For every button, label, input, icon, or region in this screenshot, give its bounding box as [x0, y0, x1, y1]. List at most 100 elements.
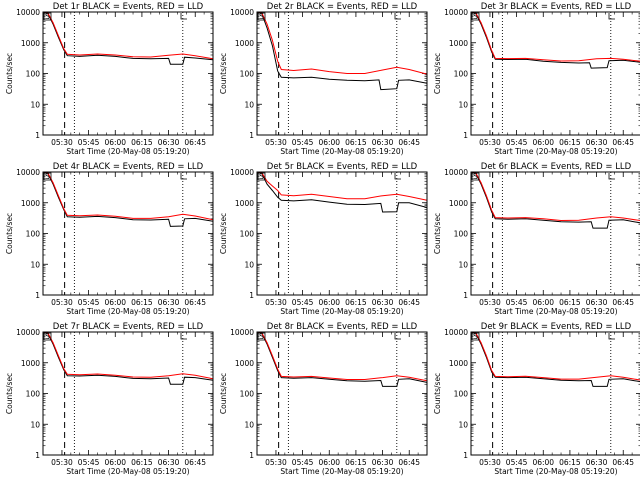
x-tick-label: 05:45	[78, 298, 100, 307]
y-axis-label: Counts/sec	[5, 373, 14, 414]
y-tick-label: 1	[249, 451, 254, 460]
y-tick-label: 10	[458, 100, 468, 109]
x-tick-label: 06:45	[612, 138, 634, 147]
panel-7: Det 7r BLACK = Events, RED = LLD 1 10 100 10…	[5, 322, 214, 476]
x-tick-label: 06:45	[184, 298, 206, 307]
plot-frame	[470, 331, 640, 456]
y-tick-label: 10	[30, 100, 40, 109]
y-tick-label: 1000	[21, 199, 40, 208]
y-tick-label: 1	[249, 131, 254, 140]
y-tick-label: 10000	[230, 328, 254, 337]
lld-series-line	[43, 172, 213, 221]
x-tick-label: 06:45	[398, 458, 420, 467]
l-mark	[394, 173, 402, 180]
y-axis-label: Counts/sec	[219, 213, 228, 254]
s-mark-box	[257, 332, 266, 341]
y-tick-label: 1	[463, 131, 468, 140]
y-tick-label: 100	[26, 70, 41, 79]
y-tick-label: 1000	[449, 39, 468, 48]
y-axis-label: Counts/sec	[5, 53, 14, 94]
x-tick-label: 06:00	[532, 298, 554, 307]
panel-title: Det 5r BLACK = Events, RED = LLD	[267, 162, 418, 172]
x-axis-label: Start Time (20-May-08 05:19:20)	[280, 467, 403, 476]
x-tick-label: 06:15	[559, 138, 581, 147]
x-axis-label: Start Time (20-May-08 05:19:20)	[280, 307, 403, 316]
x-tick-label: 05:30	[479, 458, 501, 467]
panel-3: Det 3r BLACK = Events, RED = LLD 1 10 100 10…	[433, 2, 640, 156]
y-tick-label: 100	[454, 230, 469, 239]
x-tick-label: 06:45	[612, 458, 634, 467]
y-tick-label: 100	[26, 230, 41, 239]
x-tick-label: 06:15	[345, 138, 367, 147]
y-tick-label: 10	[244, 420, 254, 429]
panel-title: Det 3r BLACK = Events, RED = LLD	[481, 2, 632, 12]
x-axis-label: Start Time (20-May-08 05:19:20)	[66, 307, 189, 316]
x-tick-label: 06:30	[586, 298, 608, 307]
x-axis-label: Start Time (20-May-08 05:19:20)	[494, 467, 617, 476]
s-mark-box	[471, 12, 480, 21]
x-tick-label: 06:45	[184, 458, 206, 467]
events-series-line	[43, 332, 213, 385]
x-tick-label: 05:45	[292, 458, 314, 467]
x-tick-label: 06:30	[372, 458, 394, 467]
x-tick-label: 06:15	[131, 138, 153, 147]
panel-8: Det 8r BLACK = Events, RED = LLD 1 10 100 10…	[219, 322, 428, 476]
x-tick-label: 05:45	[292, 138, 314, 147]
panel-title: Det 8r BLACK = Events, RED = LLD	[267, 322, 418, 332]
lld-series-line	[471, 12, 640, 62]
panel-title: Det 7r BLACK = Events, RED = LLD	[53, 322, 204, 332]
plot-frame	[256, 171, 428, 296]
panel-title: Det 6r BLACK = Events, RED = LLD	[481, 162, 632, 172]
panel-title: Det 2r BLACK = Events, RED = LLD	[267, 2, 418, 12]
events-series-line	[471, 12, 640, 69]
x-tick-label: 06:45	[184, 138, 206, 147]
x-tick-label: 06:00	[104, 298, 126, 307]
x-tick-label: 06:45	[398, 138, 420, 147]
s-mark: S	[473, 332, 478, 341]
x-tick-label: 06:00	[532, 138, 554, 147]
l-mark	[608, 173, 616, 180]
panel-6: Det 6r BLACK = Events, RED = LLD 1 10 100 10…	[433, 162, 640, 316]
s-mark-box	[43, 12, 52, 21]
y-tick-label: 1	[463, 291, 468, 300]
s-mark-box	[257, 12, 266, 21]
x-tick-label: 06:15	[345, 298, 367, 307]
x-tick-label: 06:30	[372, 298, 394, 307]
y-tick-label: 1000	[21, 359, 40, 368]
events-series-line	[471, 332, 640, 387]
y-tick-label: 1000	[21, 39, 40, 48]
panel-title: Det 9r BLACK = Events, RED = LLD	[481, 322, 632, 332]
events-series-line	[257, 12, 427, 91]
plot-frame	[256, 331, 428, 456]
panel-title: Det 1r BLACK = Events, RED = LLD	[53, 2, 204, 12]
y-tick-label: 10000	[230, 168, 254, 177]
y-tick-label: 10	[244, 100, 254, 109]
x-tick-label: 06:15	[131, 298, 153, 307]
y-tick-label: 1	[463, 451, 468, 460]
s-mark: S	[259, 12, 264, 21]
y-axis-label: Counts/sec	[433, 373, 442, 414]
l-mark	[394, 333, 402, 340]
lld-series-line	[43, 332, 213, 380]
x-tick-label: 06:15	[131, 458, 153, 467]
x-tick-label: 06:45	[612, 298, 634, 307]
s-mark: S	[473, 12, 478, 21]
x-tick-label: 06:00	[104, 138, 126, 147]
x-tick-label: 05:45	[292, 298, 314, 307]
y-tick-label: 10000	[16, 328, 40, 337]
x-tick-label: 06:15	[345, 458, 367, 467]
y-tick-label: 1000	[235, 199, 254, 208]
x-tick-label: 05:30	[479, 298, 501, 307]
y-axis-label: Counts/sec	[219, 53, 228, 94]
events-series-line	[43, 172, 213, 227]
s-mark-box	[257, 172, 266, 181]
y-tick-label: 1	[35, 131, 40, 140]
s-mark: S	[45, 332, 50, 341]
plot-frame	[470, 171, 640, 296]
s-mark: S	[259, 172, 264, 181]
events-series-line	[471, 172, 640, 229]
x-tick-label: 06:00	[318, 138, 340, 147]
x-tick-label: 05:30	[51, 458, 73, 467]
x-tick-label: 05:45	[506, 458, 528, 467]
y-tick-label: 10000	[444, 328, 468, 337]
